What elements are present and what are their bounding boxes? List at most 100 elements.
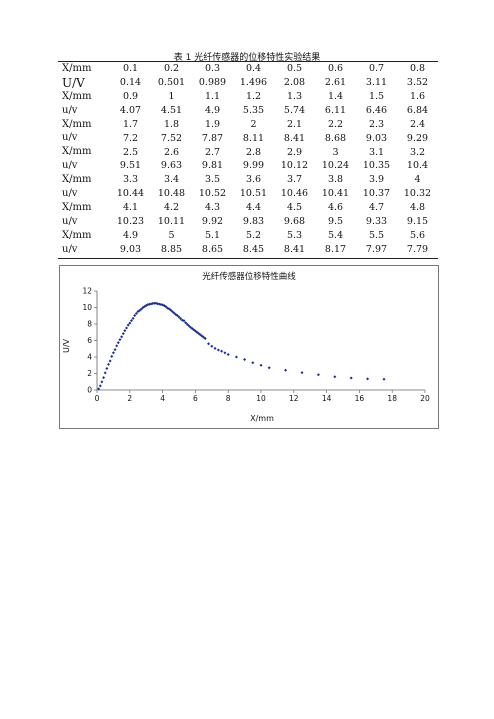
table-cell: 10.44	[116, 188, 145, 200]
data-point	[103, 371, 107, 375]
data-point	[187, 324, 191, 328]
table-cell: 0.3	[204, 63, 221, 75]
data-point	[366, 377, 370, 381]
x-tick-label: 14	[322, 394, 332, 403]
data-point	[203, 336, 207, 340]
data-point	[120, 335, 124, 339]
table-cell: 0.989	[198, 77, 227, 89]
table-cell: 3.4	[163, 174, 180, 186]
table-cell: 10.23	[116, 215, 145, 227]
table-cell: 4.7	[368, 202, 385, 214]
data-point	[300, 371, 304, 375]
table-cell: 10.11	[157, 215, 186, 227]
data-point	[154, 301, 158, 305]
data-point	[97, 387, 101, 391]
data-point	[138, 309, 142, 313]
table-cell: 9.92	[201, 215, 224, 227]
table-row: u/v 9.51 9.63 9.81 9.99 10.12 10.24 10.35 10.4	[58, 159, 438, 173]
table-cell: 2	[250, 118, 257, 130]
table-row: X/mm 3.3 3.4 3.5 3.6 3.7 3.8 3.9 4	[58, 173, 438, 187]
table-cell: 9.03	[119, 243, 142, 255]
data-point	[190, 327, 194, 331]
table-cell: 0.6	[327, 63, 344, 75]
table-cell: 4.8	[409, 202, 426, 214]
table-cell: 9.51	[119, 160, 142, 172]
data-point	[259, 363, 263, 367]
data-point	[110, 354, 114, 358]
data-point	[134, 311, 138, 315]
table-cell: 8.65	[201, 243, 224, 255]
y-tick-label: 0	[87, 386, 92, 395]
y-tick-label: 6	[87, 336, 92, 345]
table-cell: 4.1	[122, 202, 139, 214]
table-cell: 8.41	[283, 243, 306, 255]
data-point	[177, 315, 181, 319]
data-point	[175, 314, 179, 318]
table-cell: 0.7	[368, 63, 385, 75]
data-point	[108, 359, 112, 363]
data-point	[159, 302, 163, 306]
data-point	[129, 319, 133, 323]
row-header: u/v	[62, 215, 78, 227]
data-point	[139, 307, 143, 311]
table-cell: 9.83	[242, 215, 265, 227]
data-point	[226, 353, 230, 357]
table-row: X/mm 0.1 0.2 0.3 0.4 0.5 0.6 0.7 0.8	[58, 62, 438, 76]
chart-container: 光纤传感器位移特性曲线 U/V X/mm 0 2 4 6 8 10 12 14 16 18 20 0 2…	[59, 265, 439, 429]
data-point	[152, 301, 156, 305]
table-cell: 0.8	[409, 63, 426, 75]
table-cell: 2.08	[283, 77, 306, 89]
row-header: X/mm	[62, 174, 92, 186]
row-header: u/v	[62, 132, 78, 144]
data-point	[174, 313, 178, 317]
row-header: u/v	[62, 160, 78, 172]
table-cell: 1.3	[286, 90, 303, 102]
row-header: X/mm	[62, 229, 92, 241]
table-cell: 8.11	[242, 132, 265, 144]
data-point	[102, 376, 106, 380]
table-cell: 1.9	[204, 118, 221, 130]
table-cell: 2.3	[368, 118, 385, 130]
data-point	[128, 321, 132, 325]
data-point	[193, 329, 197, 333]
data-point	[105, 366, 109, 370]
table-cell: 4.9	[122, 229, 139, 241]
data-point	[116, 341, 120, 345]
table-cell: 2.61	[324, 77, 347, 89]
table-cell: 4.3	[204, 202, 221, 214]
table-cell: 2.4	[409, 118, 426, 130]
table-cell: 1.7	[122, 118, 139, 130]
data-point	[172, 311, 176, 315]
y-tick-label: 10	[82, 303, 92, 312]
data-point	[349, 376, 353, 380]
data-point	[144, 304, 148, 308]
table-cell: 3.9	[368, 174, 385, 186]
table-cell: 0.2	[163, 63, 180, 75]
table-cell: 9.68	[283, 215, 306, 227]
table-cell: 3.7	[286, 174, 303, 186]
x-axis-label: X/mm	[250, 414, 274, 423]
x-tick-label: 0	[95, 394, 100, 403]
data-point	[220, 349, 224, 353]
table-cell: 0.5	[286, 63, 303, 75]
table-cell: 3.3	[122, 174, 139, 186]
table-cell: 7.79	[406, 243, 429, 255]
data-point	[170, 310, 174, 314]
row-header: u/v	[62, 187, 78, 199]
table-cell: 4.5	[286, 202, 303, 214]
table-cell: 1.1	[204, 90, 221, 102]
data-point	[126, 323, 130, 327]
data-point	[234, 355, 238, 359]
data-point	[179, 317, 183, 321]
data-point	[131, 316, 135, 320]
data-point	[382, 377, 386, 381]
table-cell: 5.6	[409, 229, 426, 241]
table-cell: 4.2	[163, 202, 180, 214]
data-point	[113, 348, 117, 352]
table-row: X/mm 4.9 5 5.1 5.2 5.3 5.4 5.5 5.6	[58, 229, 438, 243]
table-cell: 9.03	[365, 132, 388, 144]
y-tick-label: 12	[82, 287, 92, 296]
x-tick-label: 2	[127, 394, 132, 403]
table-cell: 10.4	[406, 160, 429, 172]
table-cell: 5.74	[283, 104, 306, 116]
